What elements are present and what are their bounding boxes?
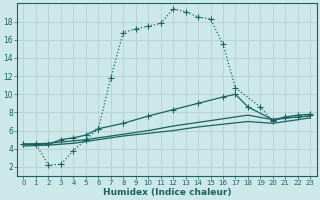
X-axis label: Humidex (Indice chaleur): Humidex (Indice chaleur) — [103, 188, 231, 197]
